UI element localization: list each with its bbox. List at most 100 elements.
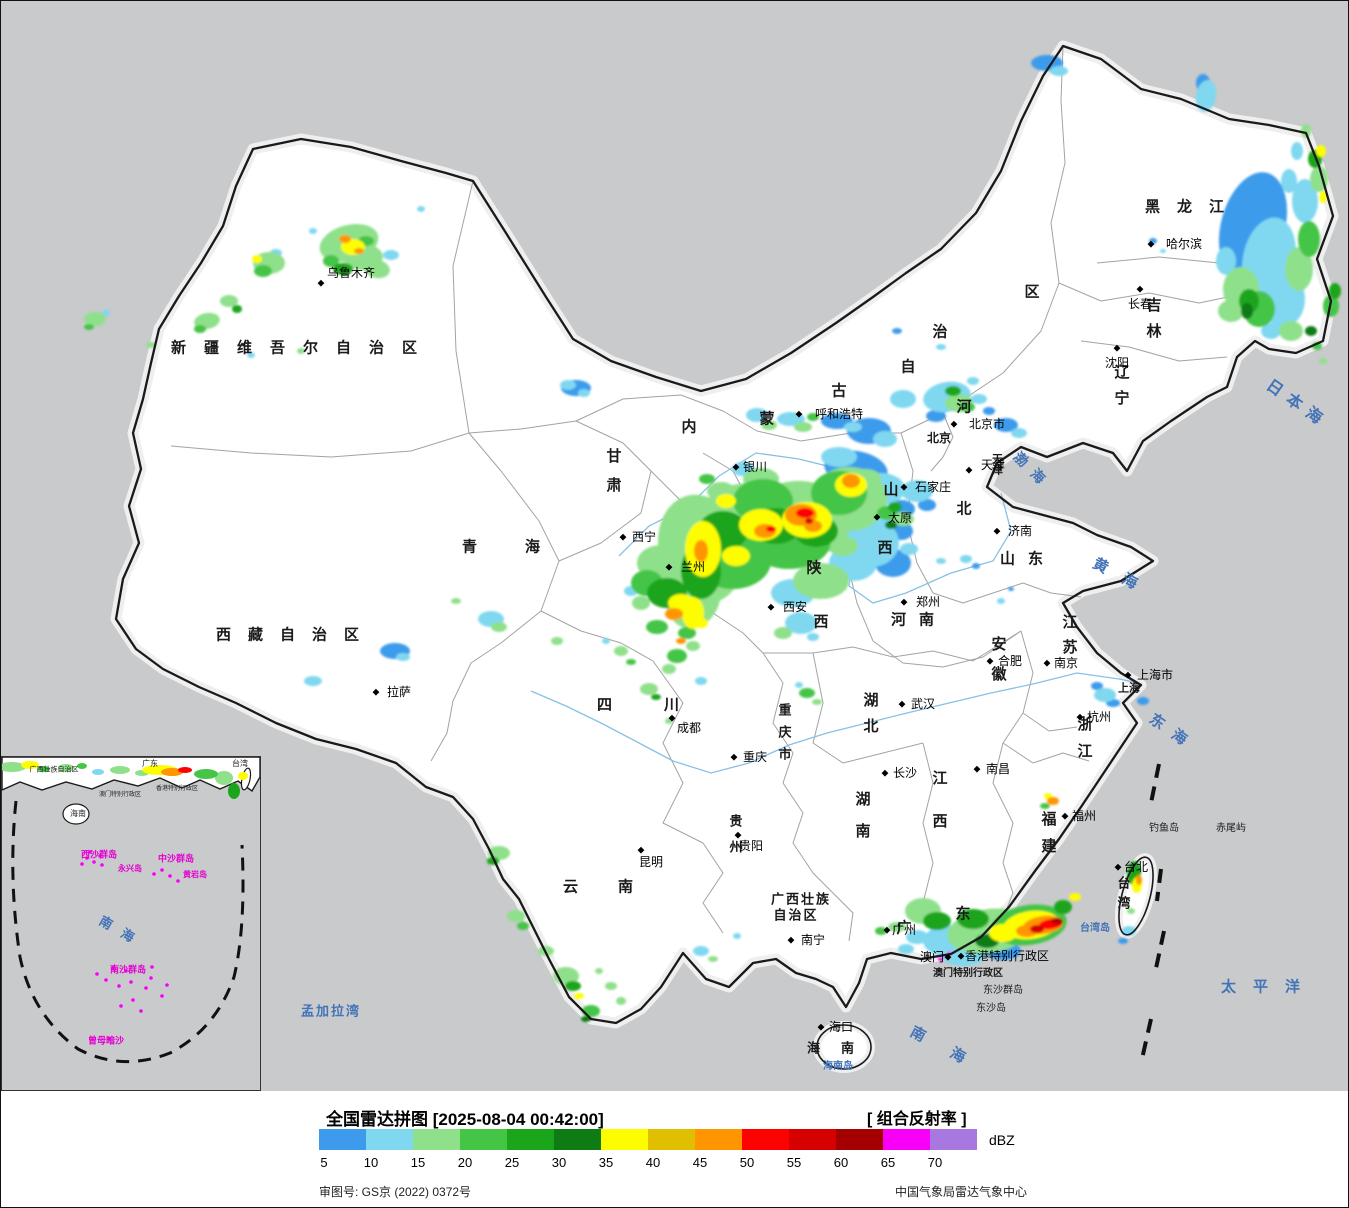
radar-echo [722, 546, 750, 566]
radar-echo [339, 235, 351, 243]
radar-echo [795, 682, 803, 688]
radar-echo [746, 408, 768, 422]
radar-echo [807, 413, 819, 421]
radar-echo [997, 598, 1005, 604]
legend-tick-20: 20 [457, 1155, 473, 1170]
radar-echo [936, 558, 946, 564]
radar-echo [686, 641, 700, 651]
island-dot [98, 854, 102, 858]
radar-echo [58, 764, 74, 772]
radar-echo [220, 295, 238, 307]
radar-echo [901, 480, 933, 502]
radar-echo [821, 447, 857, 467]
legend-tick-40: 40 [645, 1155, 661, 1170]
legend-tick-5: 5 [320, 1155, 328, 1170]
radar-echo [178, 767, 192, 773]
island-dot [104, 978, 108, 982]
radar-echo [602, 638, 610, 644]
radar-echo [605, 982, 617, 990]
radar-echo [194, 325, 206, 333]
inset-svg [1, 756, 261, 1090]
radar-echo [1292, 179, 1318, 223]
radar-echo [252, 255, 262, 263]
radar-echo [1319, 358, 1327, 364]
radar-echo [1279, 321, 1303, 341]
radar-echo [1218, 300, 1244, 322]
radar-echo [842, 474, 860, 488]
legend-tick-25: 25 [504, 1155, 520, 1170]
radar-echo [38, 766, 50, 772]
island-dot [95, 972, 99, 976]
inset-island-dots [80, 850, 180, 1041]
island-dot [129, 980, 133, 984]
legend-swatch-20 [460, 1129, 507, 1150]
radar-echo [640, 683, 658, 695]
radar-echo [676, 638, 686, 644]
legend-swatch-60 [836, 1129, 883, 1150]
radar-echo [1305, 326, 1317, 336]
radar-echo [323, 255, 339, 267]
radar-echo [614, 646, 628, 656]
radar-echo [304, 676, 322, 686]
radar-echo [766, 526, 776, 532]
legend-tick-30: 30 [551, 1155, 567, 1170]
island-dot [80, 862, 84, 866]
radar-echo [1160, 249, 1166, 253]
island-dot [168, 874, 172, 878]
radar-echo [383, 250, 399, 260]
radar-echo [777, 412, 805, 426]
radar-echo [844, 422, 862, 432]
island-dot [131, 998, 135, 1002]
radar-echo [507, 910, 525, 922]
legend-tick-35: 35 [598, 1155, 614, 1170]
radar-echo [668, 594, 694, 612]
radar-echo [785, 612, 817, 634]
radar-echo [923, 912, 951, 930]
island-dot [139, 1009, 143, 1013]
island-dot [111, 966, 115, 970]
radar-echo [1008, 587, 1014, 591]
radar-echo [651, 694, 661, 700]
radar-echo [417, 206, 425, 212]
radar-echo [632, 596, 650, 610]
national-border [114, 44, 1335, 1070]
radar-echo [161, 768, 183, 776]
island-dot [107, 1037, 111, 1041]
radar-echo [761, 420, 777, 430]
radar-echo [232, 305, 242, 313]
radar-echo [805, 518, 813, 524]
radar-echo [1301, 124, 1311, 138]
radar-echo [1261, 323, 1281, 339]
radar-echo [574, 993, 584, 999]
legend-tick-15: 15 [410, 1155, 426, 1170]
radar-echo [1118, 938, 1128, 944]
radar-echo [665, 718, 673, 724]
radar-echo [215, 771, 233, 785]
radar-echo [1047, 797, 1059, 805]
radar-echo [994, 418, 1018, 432]
legend-swatch-70 [930, 1129, 977, 1150]
radar-echo [828, 536, 858, 556]
radar-echo [936, 344, 946, 350]
radar-echo [1149, 238, 1157, 244]
radar-echo [247, 352, 255, 358]
radar-echo [662, 664, 676, 674]
radar-echo [1054, 900, 1072, 914]
radar-echo [667, 649, 687, 663]
radar-echo [396, 653, 410, 661]
radar-echo [102, 310, 110, 316]
legend-swatch-35 [601, 1129, 648, 1150]
island-dot [117, 984, 121, 988]
legend-swatch-10 [366, 1129, 413, 1150]
legend-tick-65: 65 [880, 1155, 896, 1170]
radar-echo [1069, 893, 1081, 901]
radar-echo [888, 922, 906, 932]
legend-swatch-65 [883, 1129, 930, 1150]
legend-swatch-5 [319, 1129, 366, 1150]
legend-swatch-40 [648, 1129, 695, 1150]
radar-echo [967, 377, 979, 385]
radar-echo [451, 598, 461, 604]
radar-echo [1281, 169, 1297, 193]
product-label: [ 组合反射率 ] [867, 1111, 967, 1128]
legend-tick-70: 70 [927, 1155, 943, 1170]
